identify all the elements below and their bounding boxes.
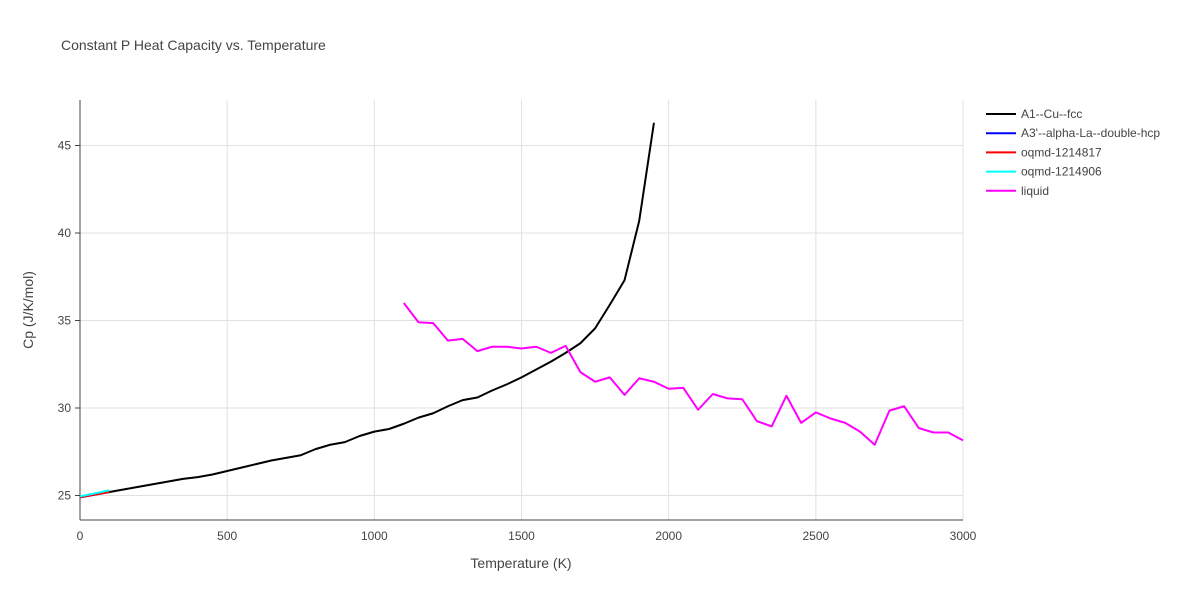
legend-label: oqmd-1214817 [1021, 145, 1102, 159]
x-tick-label: 0 [77, 529, 84, 543]
legend-item[interactable]: oqmd-1214817 [986, 145, 1102, 159]
y-axis-title: Cp (J/K/mol) [20, 271, 36, 349]
legend: A1--Cu--fcc A3'--alpha-La--double-hcp oqmd… [986, 107, 1160, 198]
x-axis-title: Temperature (K) [470, 555, 571, 571]
legend-label: oqmd-1214906 [1021, 165, 1102, 179]
legend-label: liquid [1021, 184, 1049, 198]
y-tick-label: 30 [58, 401, 72, 415]
x-tick-label: 3000 [950, 529, 977, 543]
legend-label: A3'--alpha-La--double-hcp [1021, 126, 1160, 140]
x-tick-label: 1000 [361, 529, 388, 543]
y-tick-label: 35 [58, 314, 72, 328]
x-tick-label: 1500 [508, 529, 535, 543]
legend-item[interactable]: liquid [986, 184, 1049, 198]
legend-item[interactable]: A3'--alpha-La--double-hcp [986, 126, 1160, 140]
series-line-liquid [402, 302, 964, 446]
grid-layer [80, 100, 964, 520]
series-line-oqmd-1214906 [79, 489, 110, 498]
legend-label: A1--Cu--fcc [1021, 107, 1082, 121]
legend-item[interactable]: oqmd-1214906 [986, 165, 1102, 179]
chart-title: Constant P Heat Capacity vs. Temperature [61, 37, 326, 53]
x-tick-label: 2000 [655, 529, 682, 543]
series-layer [79, 122, 964, 499]
x-tick-label: 500 [217, 529, 237, 543]
y-tick-label: 25 [58, 489, 72, 503]
series-line-a1-cu-fcc [79, 122, 655, 499]
x-tick-label: 2500 [802, 529, 829, 543]
tick-layer: 0 500 1000 1500 2000 2500 3000 25 30 35 40 45 [58, 139, 977, 544]
y-tick-label: 45 [58, 139, 72, 153]
y-tick-label: 40 [58, 226, 72, 240]
legend-item[interactable]: A1--Cu--fcc [986, 107, 1082, 121]
axis-layer [79, 100, 963, 521]
